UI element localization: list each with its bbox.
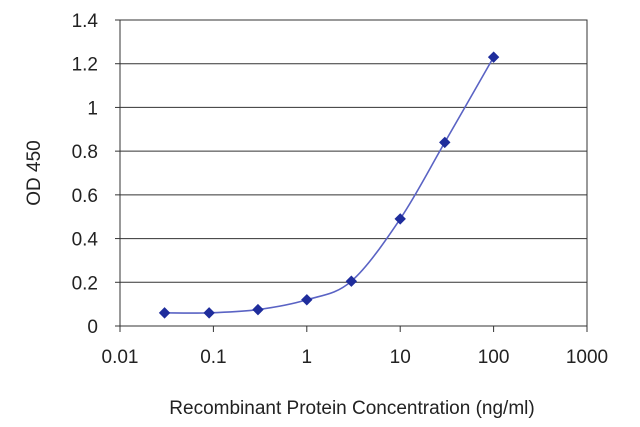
- data-point: [158, 307, 171, 319]
- y-tick-label: 1.4: [72, 11, 99, 32]
- data-point: [301, 294, 313, 306]
- x-tick-label: 1000: [566, 347, 608, 368]
- data-point: [252, 303, 264, 316]
- y-tick-label: 0.2: [72, 273, 98, 294]
- data-point: [345, 275, 358, 287]
- plot-area: [119, 19, 588, 327]
- series-layer: [158, 51, 500, 319]
- y-tick-label: 1.2: [72, 55, 98, 76]
- x-axis-title: Recombinant Protein Concentration (ng/ml…: [169, 398, 534, 419]
- x-tick-label: 10: [390, 347, 411, 368]
- y-tick-label: 0.6: [72, 186, 98, 207]
- y-axis-title: OD 450: [24, 140, 45, 205]
- y-tick-label: 0.4: [72, 230, 99, 251]
- y-tick-label: 0: [87, 317, 98, 338]
- y-tick-label: 1: [87, 98, 98, 119]
- x-tick-label: 1: [302, 347, 313, 368]
- series-line: [164, 56, 495, 314]
- x-axis-ticks: 0.01 0.1 1 10 100 1000: [102, 326, 608, 368]
- x-tick-label: 0.01: [102, 347, 139, 368]
- x-tick-label: 0.1: [200, 347, 226, 368]
- data-point: [439, 136, 451, 149]
- y-axis-ticks: 0 0.2 0.4 0.6 0.8 1 1.2 1.4: [72, 11, 120, 338]
- x-tick-label: 100: [478, 347, 510, 368]
- y-tick-label: 0.8: [72, 142, 98, 163]
- data-point: [394, 213, 406, 225]
- data-point: [203, 307, 215, 319]
- data-point: [487, 51, 500, 63]
- grid-lines: [120, 63, 587, 283]
